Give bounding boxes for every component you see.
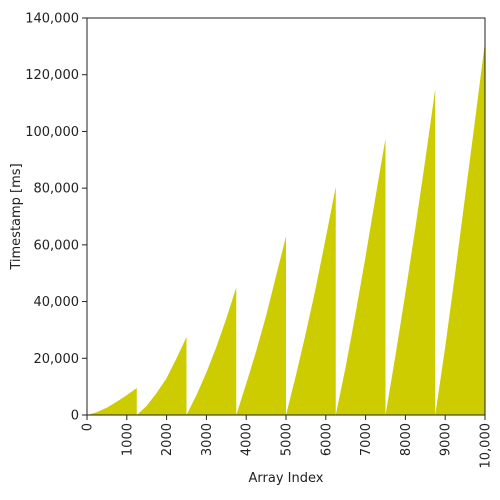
y-tick-label: 120,000 bbox=[25, 68, 79, 83]
area-segment-5 bbox=[286, 186, 336, 415]
area-series bbox=[87, 42, 485, 416]
x-tick-label: 3000 bbox=[200, 423, 215, 456]
area-segment-6 bbox=[335, 138, 386, 415]
y-axis-title: Timestamp [ms] bbox=[9, 163, 24, 270]
area-segment-8 bbox=[435, 42, 485, 415]
area-segment-4 bbox=[236, 236, 286, 415]
x-tick-label: 0 bbox=[81, 423, 96, 431]
x-tick-label: 4000 bbox=[240, 423, 255, 456]
y-tick-label: 20,000 bbox=[34, 352, 80, 367]
x-tick-label: 1000 bbox=[120, 423, 135, 456]
area-segment-2 bbox=[136, 337, 187, 415]
x-tick-label: 9000 bbox=[439, 423, 454, 456]
y-tick-label: 100,000 bbox=[25, 125, 79, 140]
y-tick-label: 80,000 bbox=[34, 182, 80, 197]
x-tick-label: 5000 bbox=[280, 423, 295, 456]
x-axis: 0 1000 2000 3000 4000 5000 6000 7000 8000 9000 10,… bbox=[81, 415, 494, 469]
y-tick-label: 0 bbox=[71, 409, 79, 424]
x-tick-label: 10,000 bbox=[479, 423, 494, 469]
area-segment-3 bbox=[186, 287, 237, 415]
area-segment-7 bbox=[385, 88, 436, 416]
area-segment-1 bbox=[87, 388, 137, 415]
x-tick-label: 8000 bbox=[399, 423, 414, 456]
y-tick-label: 40,000 bbox=[34, 295, 80, 310]
x-tick-label: 7000 bbox=[359, 423, 374, 456]
y-tick-label: 60,000 bbox=[34, 238, 80, 253]
x-axis-title: Array Index bbox=[249, 471, 324, 486]
y-axis: 0 20,000 40,000 60,000 80,000 100,000 120,000 1… bbox=[25, 12, 87, 424]
x-tick-label: 2000 bbox=[160, 423, 175, 456]
x-tick-label: 6000 bbox=[319, 423, 334, 456]
y-tick-label: 140,000 bbox=[25, 12, 79, 27]
